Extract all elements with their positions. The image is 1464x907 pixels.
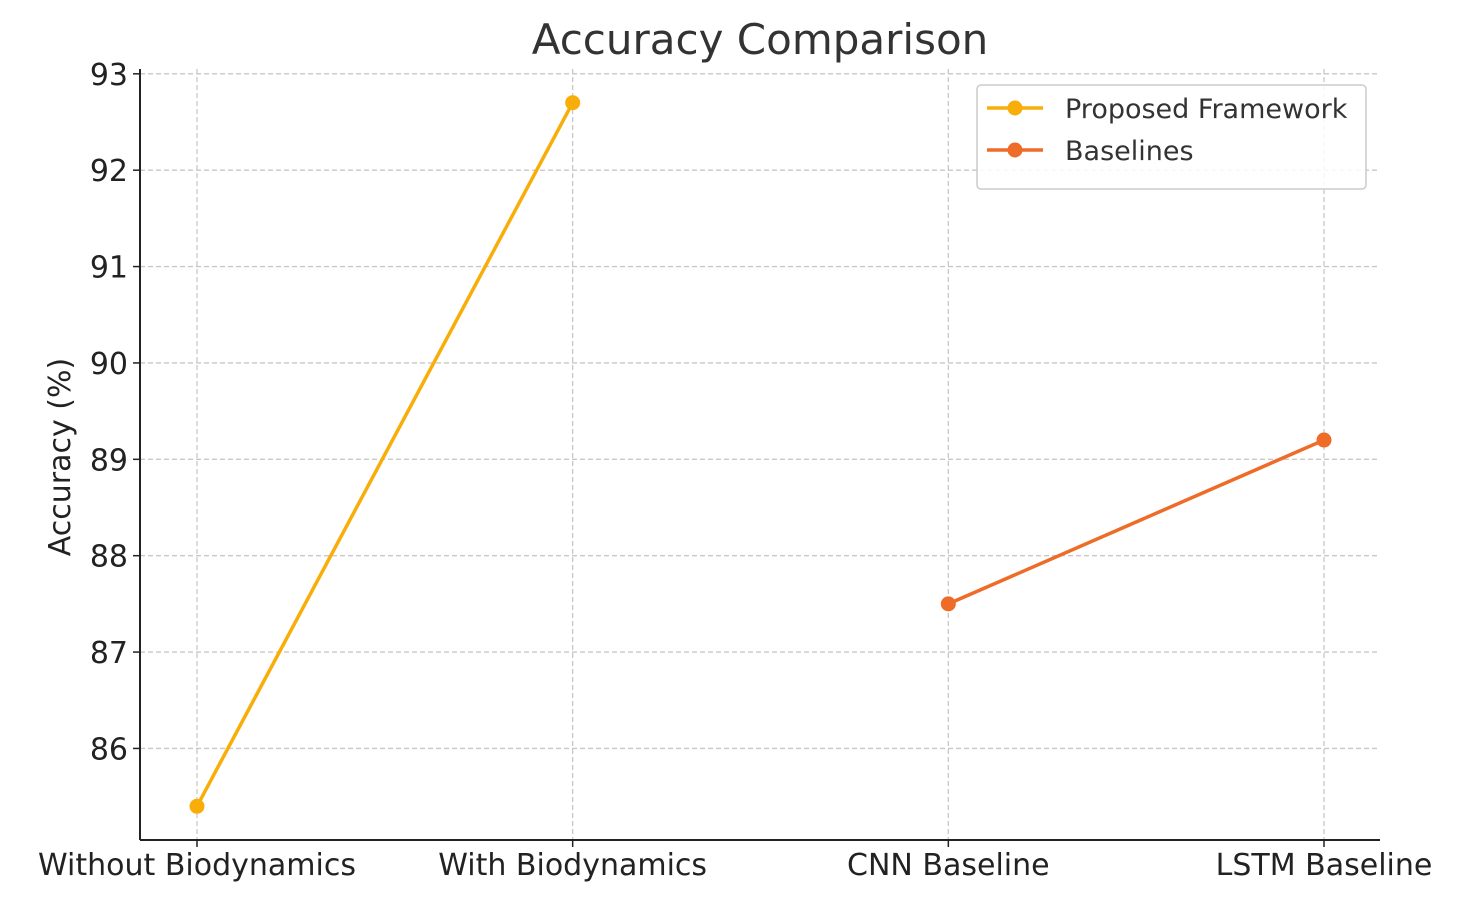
legend-marker: [1007, 100, 1023, 116]
legend-box: [976, 84, 1367, 190]
y-tick-label: 86: [90, 732, 128, 767]
y-tick-label: 90: [90, 347, 128, 382]
legend-marker: [1007, 142, 1023, 158]
data-point: [940, 596, 956, 612]
data-point: [189, 798, 205, 814]
y-axis-label: Accuracy (%): [43, 358, 78, 556]
legend-label: Baselines: [1065, 136, 1194, 167]
x-tick-label: Without Biodynamics: [38, 848, 356, 883]
tick-labels: 86 87 88 89 90 91 92 93 Without Biodynamics With …: [38, 58, 1432, 883]
y-tick-label: 88: [90, 540, 128, 575]
axes: [139, 69, 1380, 841]
series-proposed-framework: [189, 95, 581, 814]
y-tick-label: 93: [90, 58, 128, 93]
y-tick-label: 92: [90, 154, 128, 189]
x-tick-label: With Biodynamics: [438, 848, 707, 883]
series-line: [946, 438, 1326, 606]
x-tick-label: CNN Baseline: [847, 848, 1050, 883]
series-line: [195, 100, 575, 809]
legend: Proposed Framework Baselines: [976, 84, 1367, 190]
y-tick-label: 91: [90, 251, 128, 286]
legend-item: Proposed Framework: [987, 94, 1348, 125]
series-baselines: [940, 432, 1332, 612]
legend-item: Baselines: [987, 136, 1194, 167]
x-tick-label: LSTM Baseline: [1216, 848, 1433, 883]
legend-label: Proposed Framework: [1065, 94, 1348, 125]
data-series: [189, 95, 1332, 814]
chart-title: Accuracy Comparison: [532, 15, 989, 64]
y-tick-label: 87: [90, 636, 128, 671]
data-point: [1316, 432, 1332, 448]
y-tick-label: 89: [90, 443, 128, 478]
data-point: [565, 95, 581, 111]
